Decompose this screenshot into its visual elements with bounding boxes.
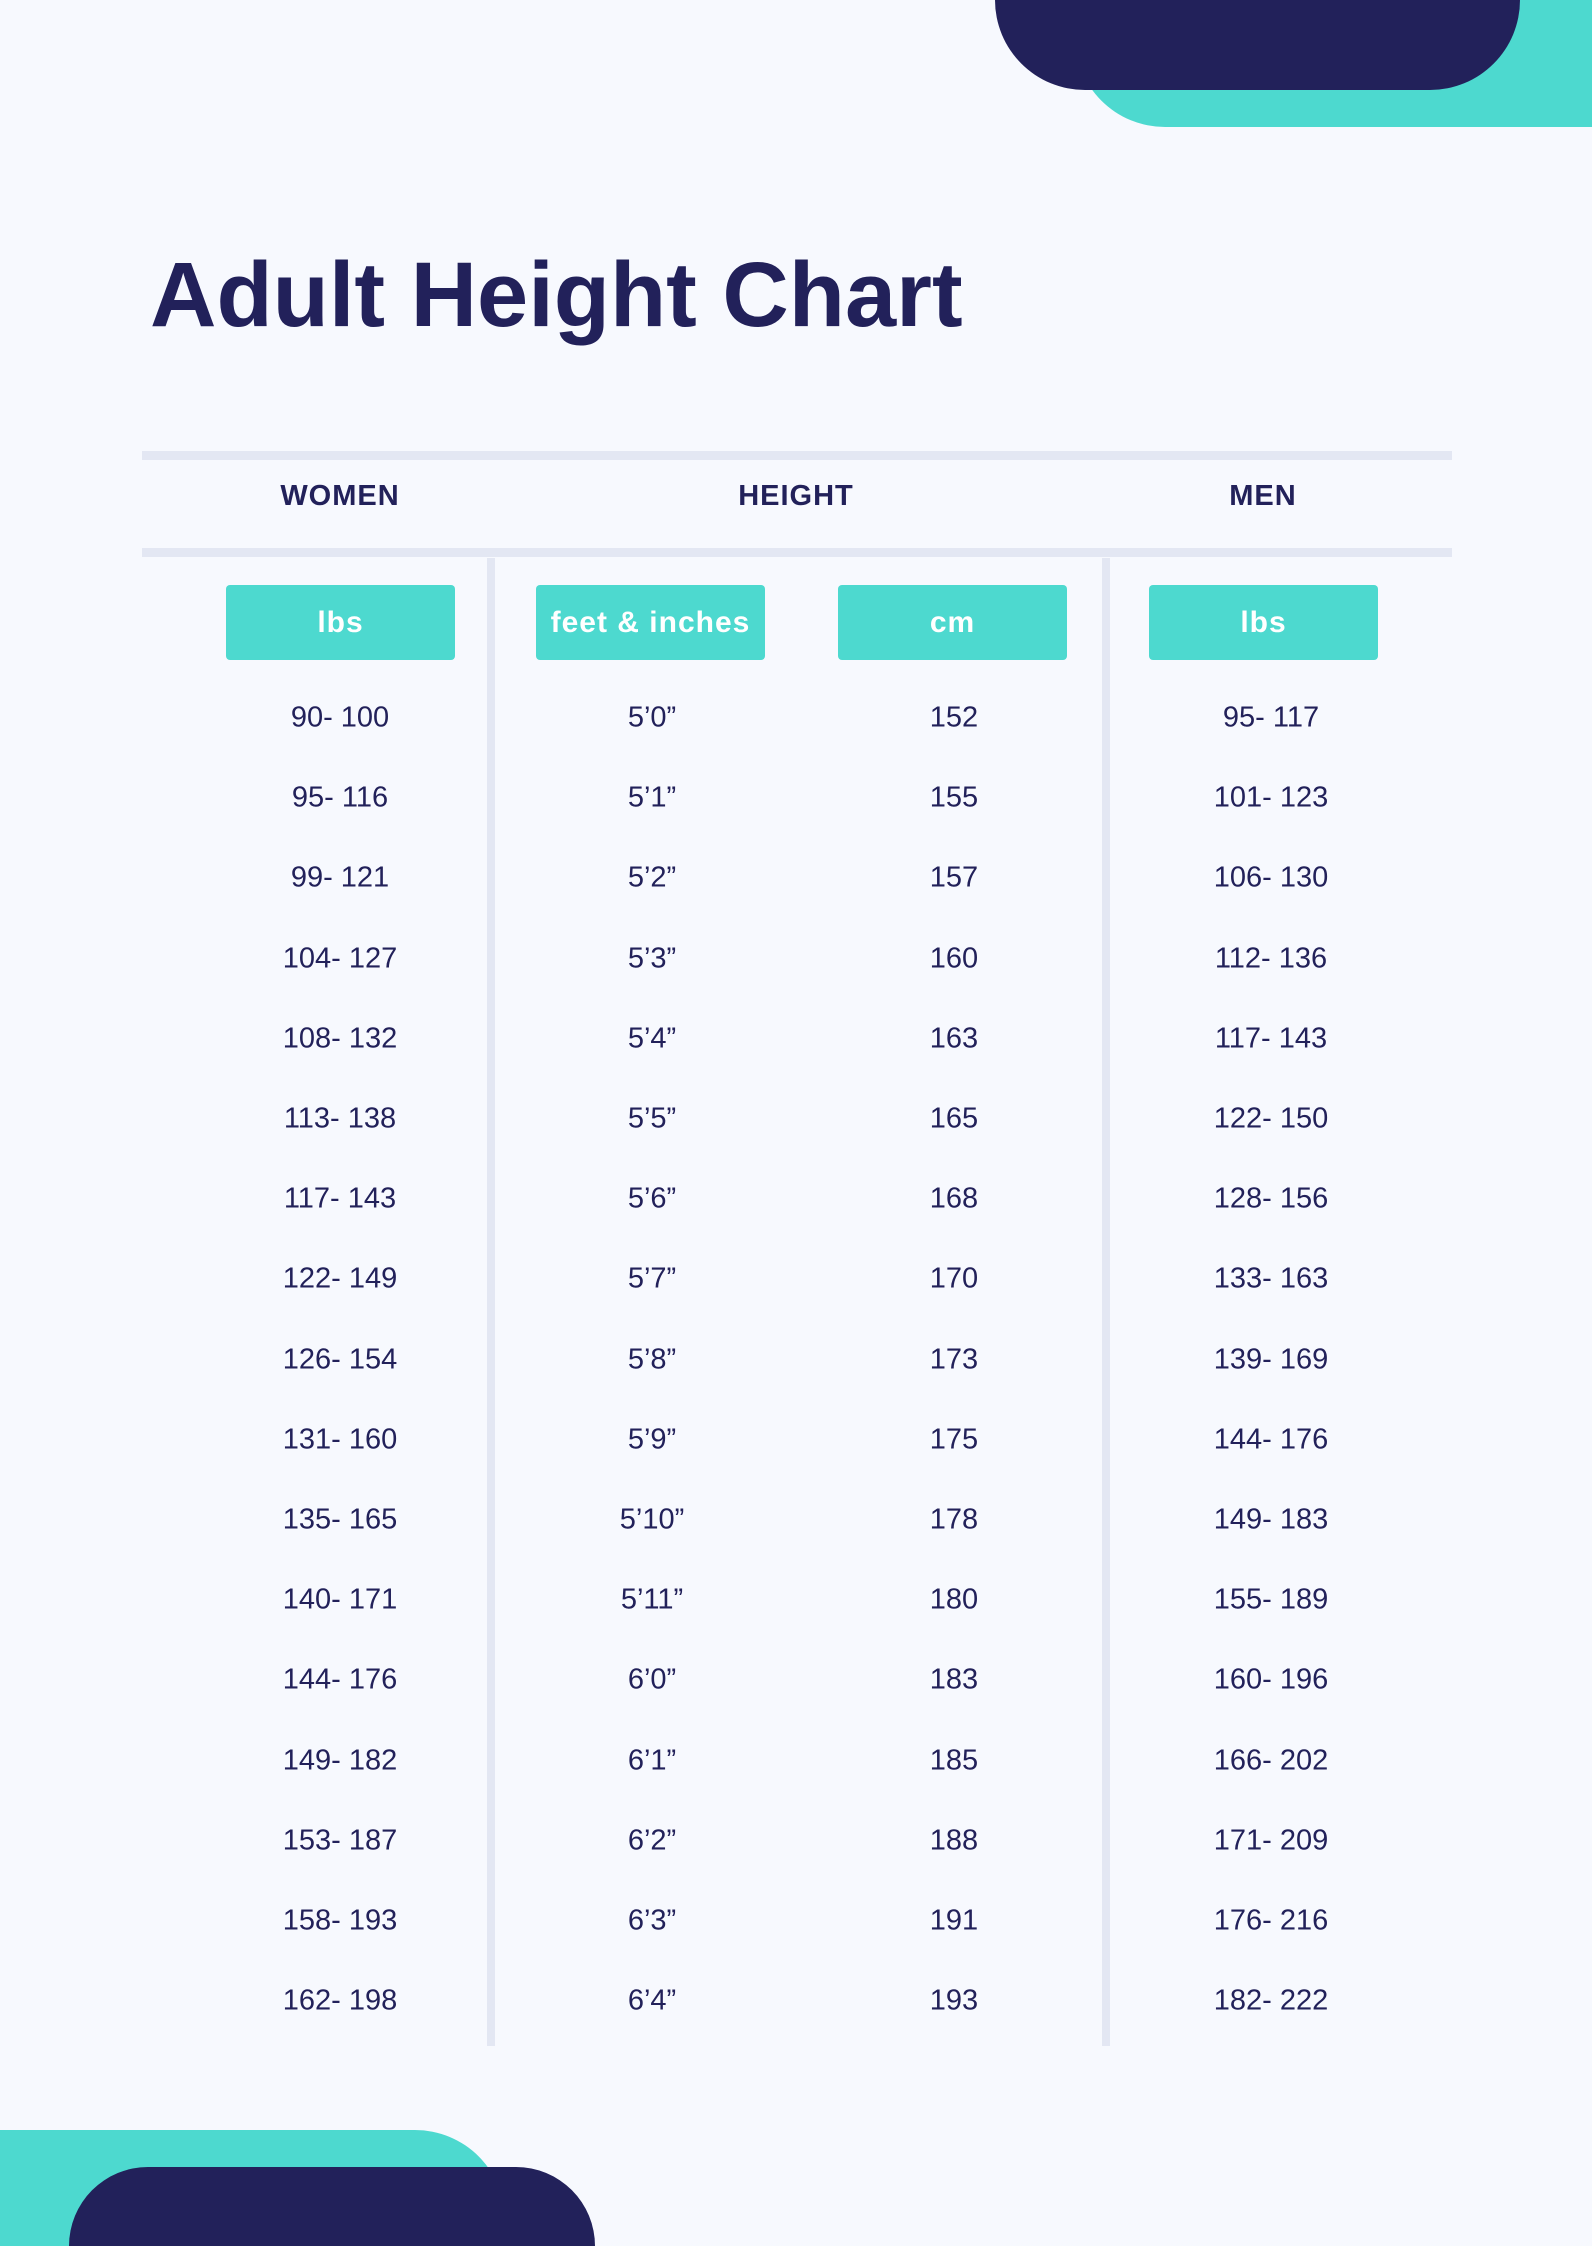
cell-feet: 6’4” [627,1984,677,2017]
cell-feet: 6’1” [627,1744,677,1777]
cell-women: 140- 171 [282,1583,398,1616]
cell-feet: 6’2” [627,1824,677,1857]
cell-feet: 5’3” [627,942,677,975]
cell-cm: 180 [929,1583,979,1616]
cell-men: 144- 176 [1213,1423,1329,1456]
cell-feet: 5’6” [627,1182,677,1215]
cell-men: 155- 189 [1213,1583,1329,1616]
cell-men: 122- 150 [1213,1102,1329,1135]
cell-men: 101- 123 [1213,781,1329,814]
cell-women: 153- 187 [282,1824,398,1857]
cell-women: 95- 116 [291,781,389,814]
cell-men: 160- 196 [1213,1663,1329,1696]
table-top-rule [142,451,1452,460]
cell-men: 176- 216 [1213,1904,1329,1937]
cell-feet: 5’11” [620,1583,684,1616]
group-header-men: MEN [1229,480,1297,512]
cell-feet: 5’1” [627,781,677,814]
column-divider [1102,558,1110,2046]
cell-men: 112- 136 [1214,942,1328,975]
group-header-height: HEIGHT [738,480,854,512]
decorative-shape-navy-top [995,0,1520,90]
group-header-women: WOMEN [280,480,400,512]
cell-cm: 185 [929,1744,979,1777]
cell-women: 135- 165 [282,1503,398,1536]
cell-feet: 5’4” [627,1022,677,1055]
cell-cm: 183 [929,1663,979,1696]
cell-women: 90- 100 [290,701,390,734]
cell-women: 131- 160 [282,1423,398,1456]
cell-women: 99- 121 [290,861,390,894]
cell-cm: 170 [929,1262,979,1295]
cell-men: 128- 156 [1213,1182,1329,1215]
cell-cm: 173 [929,1343,979,1376]
cell-men: 149- 183 [1213,1503,1329,1536]
cell-women: 122- 149 [282,1262,398,1295]
cell-cm: 191 [929,1904,979,1937]
unit-pill-men-lbs: lbs [1149,585,1378,660]
cell-men: 133- 163 [1213,1262,1329,1295]
table-header-rule [142,548,1452,557]
cell-men: 139- 169 [1213,1343,1329,1376]
page-title: Adult Height Chart [150,244,963,346]
unit-pill-women-lbs: lbs [226,585,455,660]
decorative-shape-navy-bottom [69,2167,595,2246]
cell-cm: 178 [929,1503,979,1536]
cell-cm: 160 [929,942,979,975]
unit-pill-feet-inches: feet & inches [536,585,765,660]
cell-cm: 165 [929,1102,979,1135]
cell-women: 162- 198 [282,1984,398,2017]
cell-feet: 5’9” [627,1423,677,1456]
cell-women: 104- 127 [282,942,398,975]
cell-men: 117- 143 [1214,1022,1328,1055]
cell-women: 158- 193 [282,1904,398,1937]
cell-feet: 6’0” [627,1663,677,1696]
unit-pill-cm: cm [838,585,1067,660]
cell-feet: 5’0” [627,701,677,734]
cell-cm: 157 [929,861,979,894]
cell-women: 117- 143 [283,1182,397,1215]
cell-feet: 5’8” [627,1343,677,1376]
cell-men: 166- 202 [1213,1744,1329,1777]
cell-cm: 175 [929,1423,979,1456]
cell-women: 144- 176 [282,1663,398,1696]
column-divider [487,558,495,2046]
cell-cm: 163 [929,1022,979,1055]
cell-cm: 168 [929,1182,979,1215]
cell-men: 106- 130 [1213,861,1329,894]
cell-men: 182- 222 [1213,1984,1329,2017]
cell-men: 95- 117 [1222,701,1320,734]
cell-women: 108- 132 [282,1022,398,1055]
cell-cm: 152 [929,701,979,734]
cell-feet: 5’2” [627,861,677,894]
cell-cm: 155 [929,781,979,814]
cell-men: 171- 209 [1213,1824,1329,1857]
cell-feet: 5’7” [627,1262,677,1295]
cell-women: 149- 182 [282,1744,398,1777]
cell-women: 113- 138 [283,1102,397,1135]
cell-feet: 5’5” [627,1102,677,1135]
cell-feet: 6’3” [627,1904,677,1937]
cell-women: 126- 154 [282,1343,398,1376]
cell-feet: 5’10” [619,1503,685,1536]
cell-cm: 193 [929,1984,979,2017]
cell-cm: 188 [929,1824,979,1857]
